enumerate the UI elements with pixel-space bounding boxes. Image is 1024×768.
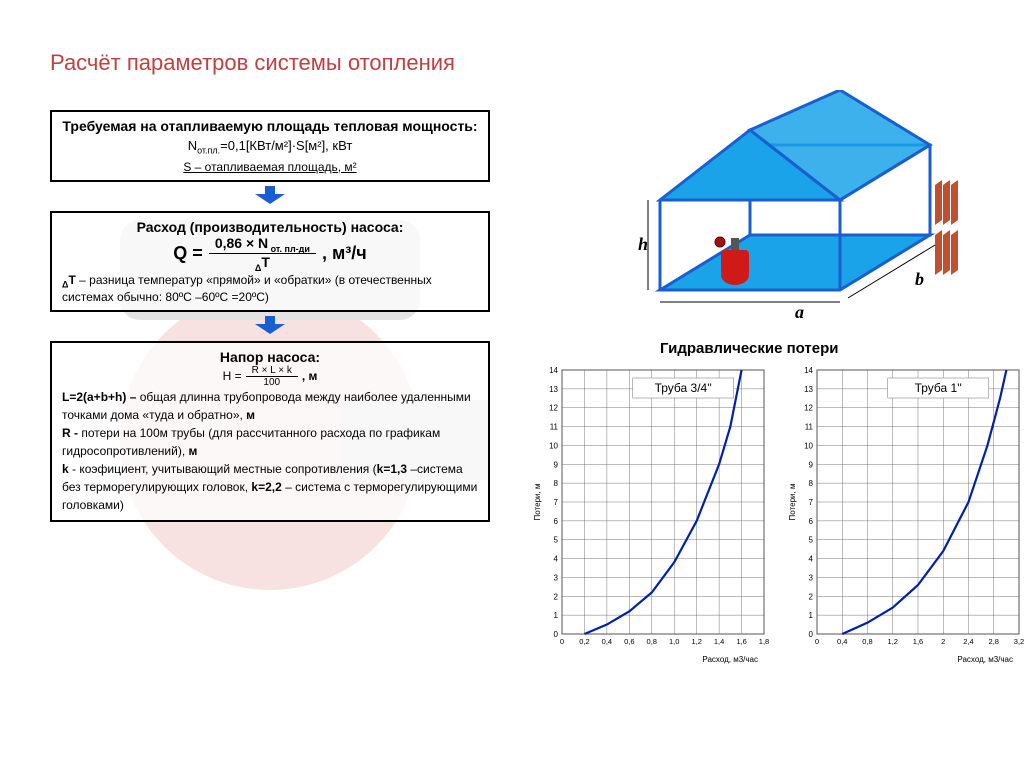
svg-text:2: 2 <box>554 592 559 601</box>
svg-text:0: 0 <box>815 637 819 646</box>
svg-text:8: 8 <box>554 479 559 488</box>
chart-pipe-3-4: 0123456789101112131400,20,40,60,81,01,21… <box>530 360 770 670</box>
box-power: Требуемая на отапливаемую площадь теплов… <box>50 110 490 182</box>
charts-section-title: Гидравлические потери <box>660 340 839 357</box>
box-flow: Расход (производительность) насоса: Q = … <box>50 211 490 312</box>
svg-text:0: 0 <box>560 637 564 646</box>
svg-text:Расход, м3/час: Расход, м3/час <box>957 655 1013 664</box>
svg-text:11: 11 <box>805 423 814 432</box>
svg-text:1,6: 1,6 <box>913 637 923 646</box>
formula-column: Требуемая на отапливаемую площадь теплов… <box>50 110 490 526</box>
svg-text:5: 5 <box>809 536 814 545</box>
svg-text:1: 1 <box>554 611 559 620</box>
svg-text:0: 0 <box>809 630 814 639</box>
svg-text:0,4: 0,4 <box>837 637 847 646</box>
svg-text:3,2: 3,2 <box>1014 637 1024 646</box>
svg-text:Потери, м: Потери, м <box>788 484 797 521</box>
svg-text:2: 2 <box>941 637 945 646</box>
svg-text:1,6: 1,6 <box>736 637 746 646</box>
svg-text:10: 10 <box>549 441 558 450</box>
svg-text:10: 10 <box>804 441 813 450</box>
svg-text:14: 14 <box>804 366 813 375</box>
svg-text:Труба 1'': Труба 1'' <box>915 381 962 395</box>
svg-text:6: 6 <box>809 517 814 526</box>
head-formula: H = R × L × k 100 , м <box>62 365 478 388</box>
svg-text:11: 11 <box>550 423 559 432</box>
page-title: Расчёт параметров системы отопления <box>50 50 455 76</box>
house-diagram: a b h <box>620 90 970 320</box>
power-formula: Nот.пл.=0,1[КВт/м²]·S[м²], кВт <box>62 138 478 156</box>
flow-formula: Q = 0,86 × N от. пл-ди ΔT , м³/ч <box>62 235 478 274</box>
box-power-title: Требуемая на отапливаемую площадь теплов… <box>62 118 478 134</box>
svg-text:Потери, м: Потери, м <box>533 484 542 521</box>
power-note: S – отапливаемая площадь, м² <box>62 160 478 174</box>
svg-text:5: 5 <box>554 536 559 545</box>
svg-text:3: 3 <box>809 573 814 582</box>
head-notes: L=2(a+b+h) – общая длинна трубопровода м… <box>62 388 478 514</box>
flow-note: ΔT – разница температур «прямой» и «обра… <box>62 273 478 303</box>
svg-text:b: b <box>915 269 924 289</box>
svg-text:13: 13 <box>804 385 813 394</box>
svg-text:9: 9 <box>554 460 559 469</box>
svg-text:a: a <box>795 302 804 320</box>
svg-text:0,6: 0,6 <box>624 637 634 646</box>
svg-text:2,8: 2,8 <box>989 637 999 646</box>
svg-text:1,4: 1,4 <box>714 637 724 646</box>
svg-text:0: 0 <box>554 630 559 639</box>
svg-text:3: 3 <box>554 573 559 582</box>
svg-text:1,2: 1,2 <box>691 637 701 646</box>
svg-text:12: 12 <box>804 404 813 413</box>
box-head-title: Напор насоса: <box>62 349 478 365</box>
box-head: Напор насоса: H = R × L × k 100 , м L=2(… <box>50 341 490 522</box>
svg-text:6: 6 <box>554 517 559 526</box>
svg-text:14: 14 <box>549 366 558 375</box>
svg-text:0,2: 0,2 <box>579 637 589 646</box>
arrow-2 <box>50 316 490 339</box>
svg-text:2: 2 <box>809 592 814 601</box>
svg-text:8: 8 <box>809 479 814 488</box>
svg-text:12: 12 <box>549 404 558 413</box>
svg-text:7: 7 <box>554 498 559 507</box>
svg-text:13: 13 <box>549 385 558 394</box>
svg-text:1,2: 1,2 <box>888 637 898 646</box>
svg-text:1: 1 <box>809 611 814 620</box>
svg-text:4: 4 <box>554 555 559 564</box>
svg-text:4: 4 <box>809 555 814 564</box>
svg-text:9: 9 <box>809 460 814 469</box>
svg-text:0,8: 0,8 <box>647 637 657 646</box>
svg-text:1,0: 1,0 <box>669 637 679 646</box>
svg-text:h: h <box>638 234 648 254</box>
svg-text:Расход, м3/час: Расход, м3/час <box>702 655 758 664</box>
svg-text:0,4: 0,4 <box>602 637 612 646</box>
svg-text:Труба 3/4'': Труба 3/4'' <box>655 381 712 395</box>
svg-text:0,8: 0,8 <box>862 637 872 646</box>
arrow-1 <box>50 186 490 209</box>
svg-text:1,8: 1,8 <box>759 637 769 646</box>
svg-text:7: 7 <box>809 498 814 507</box>
svg-text:2,4: 2,4 <box>963 637 973 646</box>
chart-pipe-1: 0123456789101112131400,40,81,21,622,42,8… <box>785 360 1024 670</box>
box-flow-title: Расход (производительность) насоса: <box>62 219 478 235</box>
